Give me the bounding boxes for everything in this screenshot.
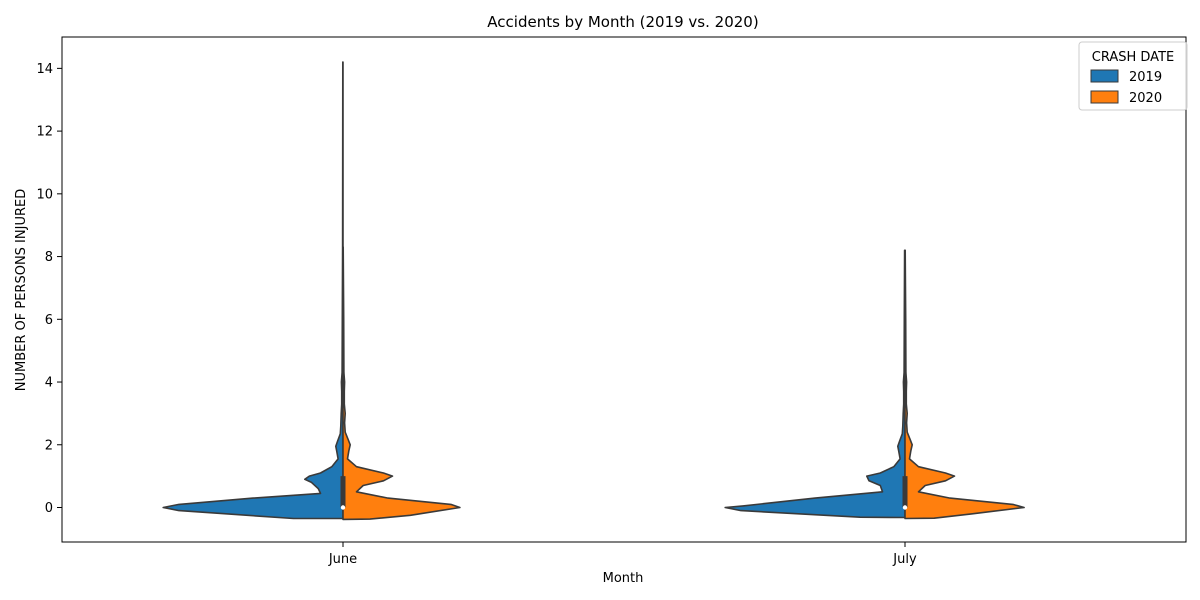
inner-box-june: [340, 476, 346, 508]
x-tick-label: July: [892, 552, 917, 567]
violin-june-2020: [342, 246, 461, 521]
y-tick-label: 12: [36, 125, 53, 140]
x-axis-label: Month: [603, 571, 644, 586]
y-tick-label: 2: [45, 438, 53, 453]
inner-box-july: [902, 476, 908, 508]
legend-label-2020: 2020: [1129, 91, 1162, 106]
x-axis: June July: [328, 542, 917, 567]
median-marker-july: [902, 505, 908, 510]
legend-title: CRASH DATE: [1092, 50, 1174, 65]
legend: CRASH DATE 2019 2020: [1078, 41, 1188, 111]
legend-swatch-2019: [1090, 69, 1119, 83]
chart-title: Accidents by Month (2019 vs. 2020): [487, 13, 758, 31]
y-tick-label: 14: [36, 62, 53, 77]
violin-july-2019: [724, 249, 906, 519]
y-axis: 0 2 4 6 8 10 12 14: [36, 62, 62, 516]
plot-area: [162, 61, 1025, 521]
y-axis-label: NUMBER OF PERSONS INJURED: [14, 189, 29, 391]
y-tick-label: 0: [45, 501, 53, 516]
violin-july-2020: [904, 249, 1025, 520]
plot-frame: [61, 36, 1187, 543]
y-tick-label: 4: [45, 376, 53, 391]
y-tick-label: 10: [36, 187, 53, 202]
median-marker-june: [340, 505, 346, 510]
y-tick-label: 6: [45, 313, 53, 328]
violin-june-2019: [162, 61, 344, 520]
x-tick-label: June: [328, 552, 357, 567]
legend-swatch-2020: [1090, 90, 1119, 104]
legend-label-2019: 2019: [1129, 70, 1162, 85]
y-tick-label: 8: [45, 250, 53, 265]
